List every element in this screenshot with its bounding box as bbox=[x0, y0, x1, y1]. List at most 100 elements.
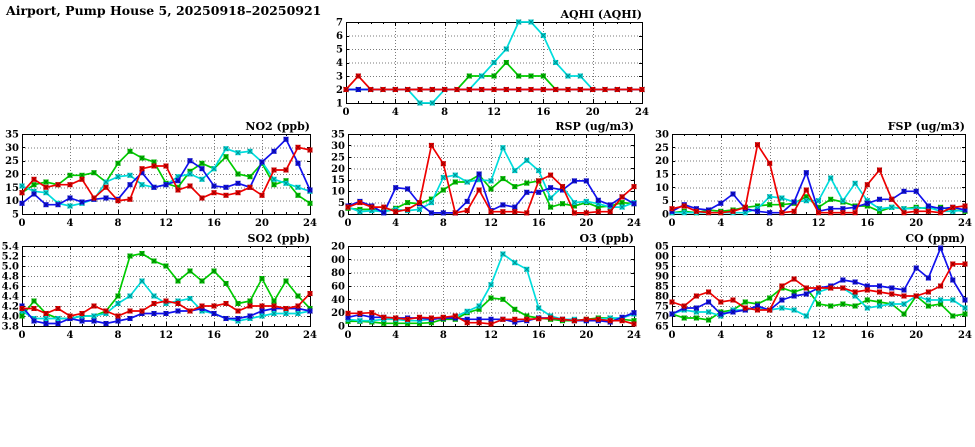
svg-text:20: 20 bbox=[579, 218, 593, 229]
svg-text:2: 2 bbox=[336, 85, 343, 96]
svg-text:25: 25 bbox=[331, 152, 345, 163]
svg-text:24: 24 bbox=[635, 107, 649, 118]
svg-text:NO2 (ppb): NO2 (ppb) bbox=[245, 120, 310, 133]
svg-text:12: 12 bbox=[484, 218, 498, 229]
svg-text:25: 25 bbox=[5, 156, 19, 167]
svg-text:5.0: 5.0 bbox=[2, 262, 19, 273]
rsp-series-red bbox=[345, 142, 637, 216]
svg-text:0.70: 0.70 bbox=[655, 312, 669, 323]
svg-text:8: 8 bbox=[441, 107, 448, 118]
no2-plot: 5 10 15 20 25 30 35 0 4 8 12 16 20 24 NO2 (ppb) bbox=[5, 120, 317, 229]
svg-text:20: 20 bbox=[909, 330, 923, 341]
svg-text:16: 16 bbox=[536, 107, 550, 118]
svg-text:25: 25 bbox=[655, 143, 669, 154]
svg-text:15: 15 bbox=[655, 170, 669, 181]
svg-text:16: 16 bbox=[860, 330, 874, 341]
svg-text:4.6: 4.6 bbox=[2, 282, 19, 293]
svg-text:0: 0 bbox=[19, 218, 26, 229]
svg-text:100: 100 bbox=[330, 255, 345, 266]
svg-text:0: 0 bbox=[669, 218, 676, 229]
svg-text:5: 5 bbox=[336, 45, 343, 56]
svg-text:15: 15 bbox=[5, 183, 19, 194]
svg-text:1.00: 1.00 bbox=[655, 252, 669, 263]
svg-text:8: 8 bbox=[766, 330, 773, 341]
svg-text:0: 0 bbox=[345, 218, 352, 229]
svg-text:8: 8 bbox=[766, 218, 773, 229]
svg-text:40: 40 bbox=[331, 295, 345, 306]
svg-text:16: 16 bbox=[207, 218, 221, 229]
svg-text:0.95: 0.95 bbox=[655, 262, 669, 273]
svg-text:10: 10 bbox=[5, 196, 19, 207]
svg-text:4.8: 4.8 bbox=[2, 272, 19, 283]
chart-no2: 5 10 15 20 25 30 35 0 4 8 12 16 20 24 NO2 (ppb) bbox=[0, 120, 325, 232]
o3-series-red bbox=[345, 309, 637, 327]
svg-text:AQHI (AQHI): AQHI (AQHI) bbox=[559, 8, 642, 21]
so2-series-red bbox=[19, 290, 313, 319]
svg-text:20: 20 bbox=[255, 218, 269, 229]
co-plot: 0.650.700.750.800.850.900.951.001.05 0 4 8 1… bbox=[655, 232, 972, 341]
svg-text:35: 35 bbox=[331, 130, 345, 141]
svg-text:5: 5 bbox=[662, 196, 669, 207]
svg-text:4.0: 4.0 bbox=[2, 312, 19, 323]
svg-text:5: 5 bbox=[12, 210, 19, 221]
svg-text:0: 0 bbox=[19, 330, 26, 341]
svg-text:80: 80 bbox=[331, 268, 345, 279]
chart-fsp: 0 5 10 15 20 25 30 0 4 8 12 16 20 24 FSP (ug/m3) bbox=[655, 120, 975, 232]
svg-text:0: 0 bbox=[343, 107, 350, 118]
svg-text:1: 1 bbox=[336, 99, 343, 110]
svg-text:35: 35 bbox=[5, 130, 19, 141]
page-title: Airport, Pump House 5, 20250918–20250921 bbox=[6, 3, 322, 18]
svg-text:7: 7 bbox=[336, 18, 343, 29]
svg-text:12: 12 bbox=[159, 218, 173, 229]
svg-text:0.75: 0.75 bbox=[655, 302, 669, 313]
svg-text:RSP (ug/m3): RSP (ug/m3) bbox=[555, 120, 634, 133]
svg-text:16: 16 bbox=[532, 218, 546, 229]
svg-text:0.80: 0.80 bbox=[655, 292, 669, 303]
svg-text:8: 8 bbox=[440, 330, 447, 341]
svg-text:0: 0 bbox=[338, 210, 345, 221]
svg-text:20: 20 bbox=[331, 164, 345, 175]
svg-text:10: 10 bbox=[655, 183, 669, 194]
svg-text:0: 0 bbox=[338, 322, 345, 333]
svg-text:20: 20 bbox=[255, 330, 269, 341]
chart-aqhi: 1 2 3 4 5 6 7 0 4 8 12 16 20 24 AQHI (AQHI) bbox=[330, 8, 655, 120]
svg-text:FSP (ug/m3): FSP (ug/m3) bbox=[888, 120, 965, 133]
svg-text:24: 24 bbox=[303, 218, 317, 229]
svg-text:CO (ppm): CO (ppm) bbox=[905, 232, 965, 245]
svg-text:4: 4 bbox=[392, 107, 399, 118]
svg-text:4: 4 bbox=[392, 330, 399, 341]
svg-text:4: 4 bbox=[717, 330, 724, 341]
svg-text:SO2 (ppb): SO2 (ppb) bbox=[248, 232, 311, 245]
svg-text:4: 4 bbox=[336, 58, 343, 69]
svg-text:10: 10 bbox=[331, 187, 345, 198]
svg-text:8: 8 bbox=[440, 218, 447, 229]
svg-text:16: 16 bbox=[532, 330, 546, 341]
chart-so2: 3.8 4.0 4.2 4.4 4.6 4.8 5.0 5.2 5.4 0 4 8 12 16 20 24 SO… bbox=[0, 232, 325, 344]
chart-rsp: 0 5 10 15 20 25 30 35 0 4 8 12 16 20 24 RSP (ug/m3) bbox=[330, 120, 655, 232]
svg-text:8: 8 bbox=[115, 218, 122, 229]
svg-text:16: 16 bbox=[860, 218, 874, 229]
so2-plot: 3.84.04.24.44.64.85.05.25.4 0 4 8 12 16 20 24 SO… bbox=[2, 232, 317, 341]
svg-text:4: 4 bbox=[67, 330, 74, 341]
svg-text:24: 24 bbox=[958, 218, 972, 229]
svg-text:4.4: 4.4 bbox=[2, 292, 19, 303]
svg-text:60: 60 bbox=[331, 282, 345, 293]
svg-text:1.05: 1.05 bbox=[655, 242, 669, 253]
svg-text:30: 30 bbox=[655, 130, 669, 141]
svg-text:5: 5 bbox=[338, 198, 345, 209]
svg-text:15: 15 bbox=[331, 175, 345, 186]
svg-text:12: 12 bbox=[484, 330, 498, 341]
svg-text:20: 20 bbox=[586, 107, 600, 118]
svg-text:16: 16 bbox=[207, 330, 221, 341]
svg-text:0.85: 0.85 bbox=[655, 282, 669, 293]
svg-text:12: 12 bbox=[487, 107, 501, 118]
svg-text:0: 0 bbox=[345, 330, 352, 341]
svg-text:12: 12 bbox=[812, 330, 826, 341]
svg-text:20: 20 bbox=[331, 308, 345, 319]
fsp-series-red bbox=[669, 141, 968, 216]
svg-text:0.65: 0.65 bbox=[655, 322, 669, 333]
no2-series-red bbox=[19, 144, 313, 204]
